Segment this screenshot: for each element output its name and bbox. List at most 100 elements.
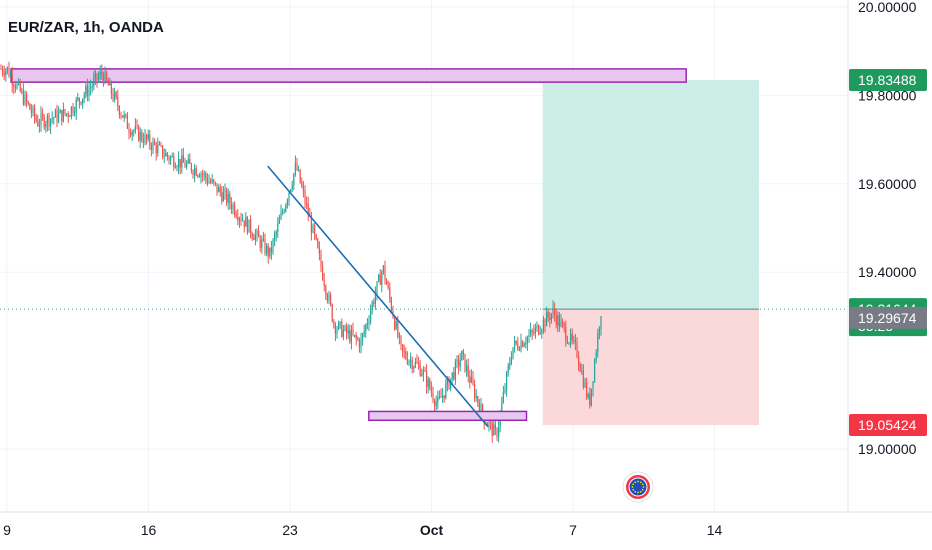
price-tick-label: 19.40000 xyxy=(858,264,917,280)
candle-body xyxy=(96,73,98,81)
candle-body xyxy=(304,190,306,204)
candle-body xyxy=(339,321,341,323)
eu-flag-icon[interactable] xyxy=(622,471,654,503)
candle-body xyxy=(366,323,368,325)
candle-body xyxy=(150,145,152,150)
candle-body xyxy=(59,110,61,114)
candle-body xyxy=(10,74,12,77)
candle-body xyxy=(182,155,184,163)
candle-body xyxy=(152,141,154,150)
candle-body xyxy=(242,220,244,222)
candle-body xyxy=(442,395,444,398)
candle-body xyxy=(558,315,560,327)
candle-body xyxy=(278,219,280,224)
symbol-title[interactable]: EUR/ZAR, 1h, OANDA xyxy=(8,19,164,36)
candle-body xyxy=(346,325,348,334)
candle-body xyxy=(363,331,365,334)
candle-body xyxy=(549,317,551,321)
candle-body xyxy=(234,204,236,215)
profit-zone[interactable] xyxy=(542,79,759,310)
candle-body xyxy=(355,334,357,339)
candle-body xyxy=(8,67,10,77)
candle-body xyxy=(430,388,432,393)
eu-star xyxy=(634,490,637,493)
candle-body xyxy=(416,361,418,364)
candle-body xyxy=(2,69,4,73)
candle-body xyxy=(387,284,389,288)
candle-body xyxy=(475,396,477,398)
candle-body xyxy=(50,118,52,127)
candle-body xyxy=(72,106,74,113)
candle-body xyxy=(171,156,173,158)
candle-body xyxy=(74,112,76,114)
candle-body xyxy=(261,240,263,248)
candle-body xyxy=(16,83,18,89)
candle-body xyxy=(104,71,106,84)
candle-body xyxy=(582,370,584,387)
candle-body xyxy=(482,404,484,416)
candle-body xyxy=(286,200,288,205)
candle-body xyxy=(352,329,354,335)
candle-body xyxy=(490,421,492,423)
trendline[interactable] xyxy=(267,165,489,428)
candle-series xyxy=(0,61,602,443)
loss-zone[interactable] xyxy=(542,309,759,426)
resistance-zone[interactable] xyxy=(10,68,687,83)
candle-body xyxy=(424,370,426,372)
candle-body xyxy=(414,361,416,367)
candle-body xyxy=(202,173,204,175)
long-position-tool[interactable] xyxy=(542,79,759,426)
candle-body xyxy=(21,90,23,92)
candle-body xyxy=(350,329,352,342)
candle-body xyxy=(445,384,447,399)
candle-body xyxy=(344,325,346,331)
candle-body xyxy=(46,115,48,124)
candle-body xyxy=(552,308,554,314)
candle-body xyxy=(594,360,596,382)
candle-body xyxy=(427,379,429,387)
candle-body xyxy=(266,245,268,254)
candle-body xyxy=(576,342,578,357)
candle-body xyxy=(246,217,248,233)
candle-body xyxy=(349,330,351,342)
candle-body xyxy=(554,308,556,316)
candle-body xyxy=(274,235,276,240)
candle-body xyxy=(3,72,5,76)
candle-body xyxy=(115,92,117,97)
candle-body xyxy=(520,341,522,351)
candle-body xyxy=(587,394,589,398)
candle-body xyxy=(443,395,445,399)
candle-body xyxy=(192,171,194,175)
candle-body xyxy=(568,342,570,344)
candle-body xyxy=(56,110,58,122)
candle-body xyxy=(514,340,516,348)
candle-body xyxy=(365,324,367,332)
candle-body xyxy=(210,181,212,183)
candle-body xyxy=(498,426,500,437)
candle-body xyxy=(331,304,333,322)
candle-body xyxy=(80,101,82,105)
candle-body xyxy=(317,238,319,248)
candle-body xyxy=(19,81,21,92)
candle-body xyxy=(557,315,559,326)
candle-body xyxy=(118,106,120,115)
candle-body xyxy=(43,116,45,128)
eu-star xyxy=(639,481,642,484)
candle-body xyxy=(114,92,116,100)
time-tick-label: 9 xyxy=(3,522,11,538)
candle-body xyxy=(515,340,517,344)
candle-body xyxy=(422,370,424,375)
candle-body xyxy=(179,158,181,168)
candle-body xyxy=(341,321,343,337)
support-zone[interactable] xyxy=(368,410,528,422)
candle-body xyxy=(267,245,269,257)
price-tick-label: 20.00000 xyxy=(858,0,917,15)
candle-body xyxy=(386,280,388,285)
candle-body xyxy=(38,124,40,126)
candle-body xyxy=(126,115,128,129)
candle-body xyxy=(440,396,442,398)
candle-body xyxy=(410,359,412,361)
candle-body xyxy=(251,233,253,238)
